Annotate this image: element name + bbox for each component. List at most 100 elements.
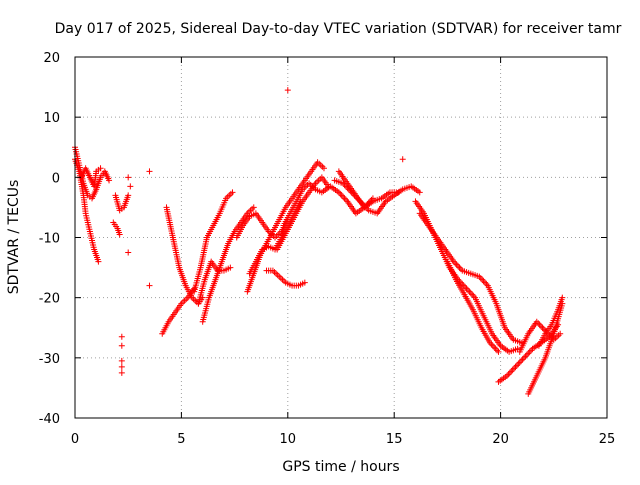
data-point — [319, 163, 326, 170]
series-trace-i — [195, 258, 234, 307]
y-tick-label: -30 — [39, 352, 60, 367]
data-point — [342, 196, 349, 203]
data-point — [456, 264, 463, 271]
series-trace-h — [191, 189, 236, 295]
data-point — [515, 360, 522, 367]
data-point — [183, 296, 190, 303]
isolated-data-point — [127, 183, 134, 190]
data-point — [508, 368, 515, 375]
data-point — [555, 332, 562, 339]
y-tick-label: 0 — [52, 171, 60, 186]
grid-layer — [75, 57, 607, 418]
data-point — [247, 207, 254, 214]
data-point — [479, 276, 486, 283]
y-axis-title: SDTVAR / TECUs — [6, 180, 22, 295]
data-point — [338, 192, 345, 199]
data-point — [506, 369, 513, 376]
isolated-data-point — [118, 342, 125, 349]
series-trace-d — [112, 192, 132, 214]
data-point — [317, 162, 324, 169]
data-point — [250, 204, 257, 211]
data-point — [97, 165, 104, 172]
isolated-data-point — [118, 369, 125, 376]
series-trace-w — [516, 318, 564, 355]
data-point — [227, 264, 234, 271]
data-point — [226, 192, 233, 199]
data-point — [279, 276, 286, 283]
isolated-data-point — [146, 282, 153, 289]
data-point — [540, 326, 547, 333]
series-trace-g — [163, 204, 206, 307]
x-tick-label: 15 — [386, 432, 403, 447]
x-axis-title: GPS time / hours — [282, 459, 399, 475]
data-point — [416, 189, 423, 196]
data-point — [521, 354, 528, 361]
data-point — [341, 195, 348, 202]
series-trace-c — [78, 165, 104, 190]
data-point — [528, 347, 535, 354]
data-point — [229, 189, 236, 196]
isolated-data-point — [125, 174, 132, 181]
series-trace-u — [444, 258, 502, 355]
data-point — [277, 275, 284, 282]
data-point — [480, 278, 487, 285]
data-point — [453, 261, 460, 268]
data-point — [516, 359, 523, 366]
data-point — [340, 193, 347, 200]
isolated-data-point — [399, 156, 406, 163]
data-point — [481, 279, 488, 286]
y-tick-label: -20 — [39, 292, 60, 307]
data-point — [273, 270, 280, 277]
data-point — [306, 180, 313, 187]
axis-ticks-layer: 0 5 10 15 20 25 -40 -30 -20 -10 0 10 20 — [39, 51, 616, 447]
data-point — [538, 323, 545, 330]
series-trace-p — [280, 180, 376, 229]
isolated-data-point — [118, 333, 125, 340]
data-point — [526, 348, 533, 355]
data-point — [314, 178, 321, 185]
data-point — [337, 190, 344, 197]
data-point — [523, 351, 530, 358]
data-point — [125, 192, 132, 199]
data-point — [464, 287, 471, 294]
data-point — [512, 363, 519, 370]
series-trace-n — [263, 267, 308, 289]
series-trace-t — [416, 210, 525, 346]
data-point — [494, 347, 501, 354]
data-point — [469, 291, 476, 298]
data-points-layer — [72, 87, 566, 397]
y-tick-label: 20 — [43, 51, 60, 66]
series-trace-x — [525, 300, 566, 397]
chart-title: Day 017 of 2025, Sidereal Day-to-day VTE… — [55, 21, 622, 37]
y-tick-label: 10 — [43, 111, 60, 126]
data-point — [190, 296, 197, 303]
data-point — [320, 165, 327, 172]
data-point — [509, 366, 516, 373]
x-tick-label: 5 — [177, 432, 185, 447]
x-tick-label: 20 — [492, 432, 509, 447]
data-point — [106, 177, 113, 184]
data-point — [452, 260, 459, 267]
series-trace-a — [72, 144, 113, 202]
series-trace-j — [199, 204, 257, 325]
data-point — [522, 353, 529, 360]
x-tick-label: 10 — [280, 432, 297, 447]
isolated-data-point — [118, 357, 125, 364]
data-point — [539, 324, 546, 331]
isolated-data-point — [125, 249, 132, 256]
series-trace-o — [274, 174, 332, 253]
data-point — [536, 321, 543, 328]
data-point — [467, 290, 474, 297]
data-point — [513, 362, 520, 369]
data-point — [559, 294, 566, 301]
isolated-data-point — [146, 168, 153, 175]
data-point — [519, 356, 526, 363]
data-point — [227, 190, 234, 197]
data-point — [525, 350, 532, 357]
data-point — [553, 333, 560, 340]
x-tick-label: 0 — [71, 432, 79, 447]
data-point — [505, 371, 512, 378]
data-point — [492, 345, 499, 352]
